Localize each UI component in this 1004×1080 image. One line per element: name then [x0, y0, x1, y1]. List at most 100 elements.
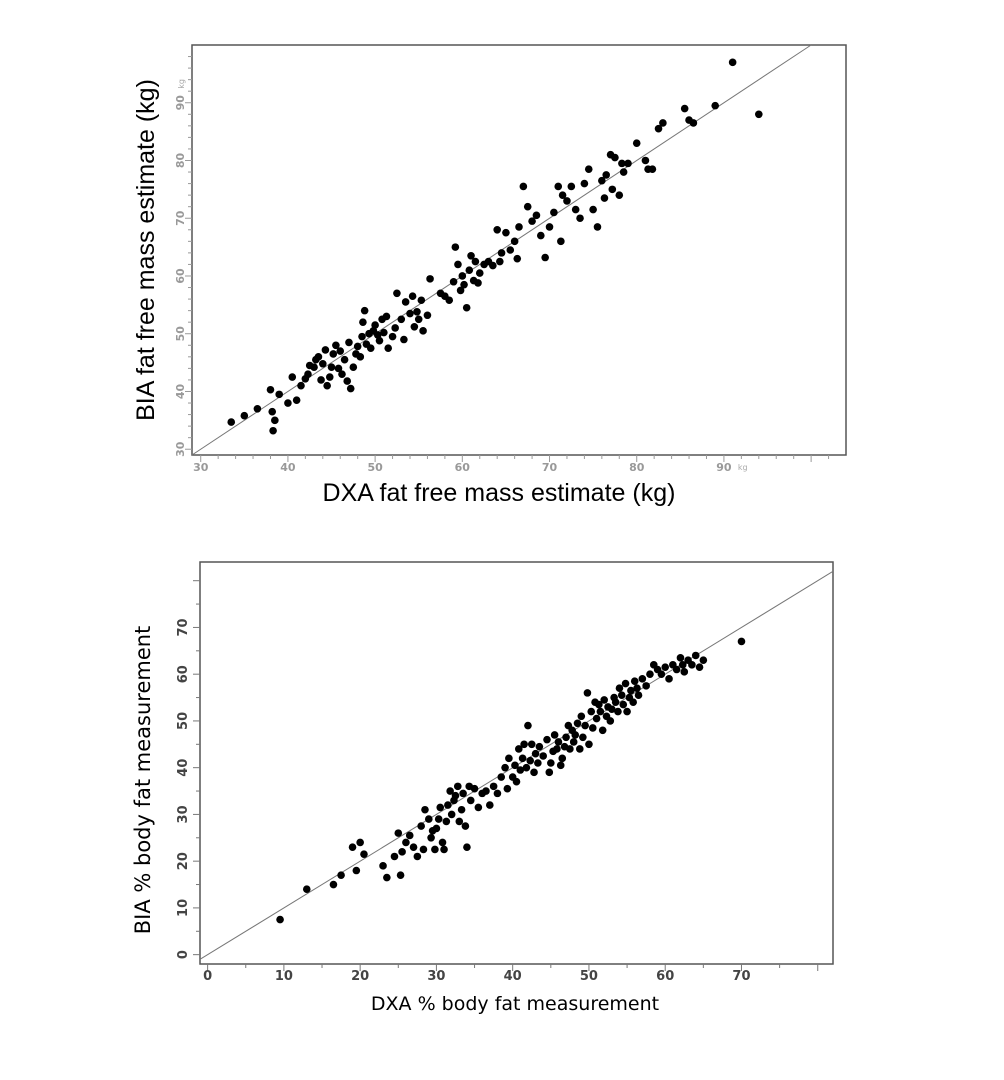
data-point	[410, 323, 419, 331]
data-point	[319, 359, 327, 368]
data-point	[334, 364, 343, 373]
y-tick-label: 30	[176, 805, 191, 823]
data-point	[446, 787, 454, 795]
data-point	[611, 153, 619, 162]
data-point	[338, 370, 346, 378]
data-point	[619, 168, 628, 176]
data-point	[619, 700, 628, 709]
data-point	[398, 848, 406, 856]
data-point	[562, 733, 570, 742]
data-point	[337, 871, 345, 879]
data-point	[292, 396, 301, 404]
data-point	[400, 335, 408, 344]
data-point	[514, 745, 523, 753]
y-tick-label: 10	[176, 899, 191, 917]
data-point	[522, 763, 531, 772]
data-point	[396, 871, 405, 879]
x-tick-label: 30	[427, 969, 445, 984]
data-point	[614, 707, 622, 716]
data-point	[567, 182, 576, 191]
data-point	[623, 707, 631, 716]
data-point	[583, 689, 592, 697]
data-point	[340, 355, 349, 364]
data-point	[642, 682, 650, 690]
data-point	[587, 707, 596, 716]
data-point	[356, 838, 364, 847]
data-point	[634, 691, 643, 700]
data-point	[585, 740, 593, 749]
data-point	[672, 665, 681, 674]
data-point	[615, 684, 624, 693]
data-point	[414, 315, 423, 324]
data-point	[545, 223, 554, 231]
data-point	[598, 176, 606, 185]
data-point	[584, 165, 593, 173]
x-tick-label: 70	[732, 969, 750, 984]
data-point	[554, 738, 563, 746]
data-point	[641, 156, 650, 165]
data-point	[323, 381, 331, 390]
data-point	[537, 231, 545, 240]
data-point	[391, 324, 399, 332]
data-point	[554, 182, 563, 191]
x-tick-label: 80	[629, 461, 645, 474]
tick-marks	[193, 580, 819, 971]
data-point	[678, 661, 687, 669]
data-point	[608, 185, 617, 194]
data-point	[269, 426, 277, 435]
data-point	[528, 217, 536, 225]
data-point	[434, 815, 443, 823]
data-point	[454, 260, 462, 269]
data-point	[602, 171, 610, 179]
data-point	[421, 805, 429, 814]
data-point	[447, 810, 456, 819]
data-points	[276, 637, 746, 924]
data-point	[424, 815, 433, 823]
data-point	[608, 705, 616, 714]
data-point	[390, 852, 399, 861]
data-point	[648, 165, 657, 173]
data-point	[438, 838, 447, 847]
data-point	[581, 721, 589, 730]
data-point	[458, 272, 467, 280]
x-tick-label: 90	[716, 461, 732, 474]
y-tick-label: 20	[176, 852, 191, 870]
data-point	[227, 418, 236, 426]
data-point	[482, 787, 490, 795]
data-point	[510, 237, 519, 246]
data-point	[325, 373, 334, 381]
data-point	[402, 838, 410, 847]
data-point	[329, 880, 338, 889]
data-point	[455, 817, 464, 826]
data-point	[409, 843, 418, 851]
data-point	[426, 275, 434, 283]
data-point	[314, 353, 323, 361]
data-point	[550, 208, 558, 217]
data-point	[621, 679, 630, 688]
data-point	[657, 670, 666, 678]
data-point	[654, 124, 663, 133]
data-point	[629, 698, 637, 707]
y-tick-label: 50	[176, 712, 191, 730]
data-point	[665, 675, 673, 683]
data-point	[556, 761, 565, 770]
data-point	[394, 829, 403, 837]
data-point	[276, 915, 284, 924]
data-point	[493, 225, 502, 234]
chart-body-fat: 0 10 20 30 40 50 60 70 0 10 20 30 40 50 60 70 DXA % bo…	[131, 561, 834, 1015]
data-point	[466, 796, 475, 805]
y-tick-label: 60	[174, 268, 187, 284]
data-point	[699, 656, 708, 664]
data-point	[474, 803, 483, 812]
data-point	[496, 257, 504, 266]
data-point	[383, 873, 391, 882]
x-axis-label: DXA % body fat measurement	[371, 993, 659, 1015]
data-point	[489, 782, 498, 791]
x-tick-label: 50	[367, 461, 383, 474]
data-point	[550, 731, 559, 739]
y-tick-label: 50	[174, 326, 187, 342]
data-point	[503, 784, 512, 793]
data-point	[571, 205, 580, 214]
data-point	[680, 104, 689, 113]
